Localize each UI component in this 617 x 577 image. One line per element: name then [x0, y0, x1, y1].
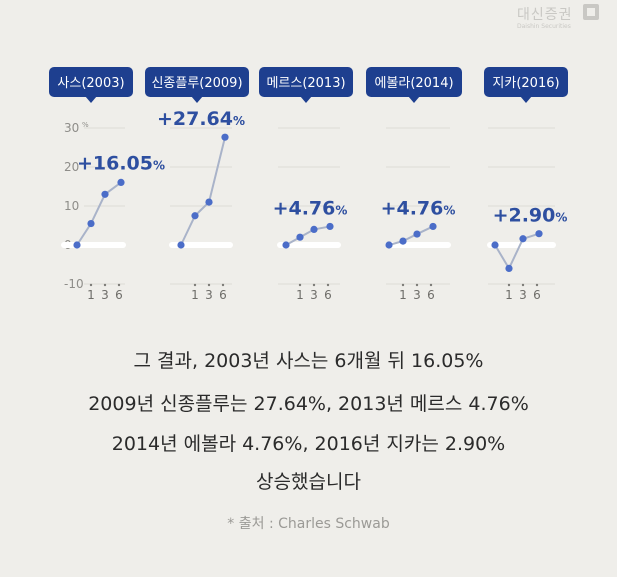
series-name-label: 에볼라(2014) — [374, 76, 453, 91]
data-point — [117, 178, 125, 187]
value-label: +4.76% — [273, 197, 348, 219]
x-tick-label: 1 — [296, 288, 304, 302]
x-tick-mark — [535, 283, 539, 287]
x-tick-mark — [298, 283, 302, 287]
x-tick-label: 6 — [219, 288, 227, 302]
series-badge — [484, 67, 568, 97]
badge-pointer — [85, 96, 97, 103]
series-name-label: 지카(2016) — [492, 76, 559, 91]
x-tick-label: 1 — [87, 288, 95, 302]
brand-logo: 대신증권 Daishin Securities — [517, 4, 609, 34]
x-tick-label: 1 — [505, 288, 513, 302]
y-unit-label: % — [82, 121, 89, 129]
y-tick-label: 20 — [64, 160, 79, 174]
brand-name: 대신증권 — [517, 7, 573, 23]
series-line — [180, 136, 226, 246]
x-tick-label: 6 — [115, 288, 123, 302]
series-line — [494, 232, 540, 271]
data-point — [87, 219, 95, 228]
zero-baseline — [277, 242, 341, 248]
data-point — [282, 241, 290, 249]
data-point — [519, 235, 527, 243]
badge-pointer — [520, 96, 532, 103]
x-tick-label: 6 — [427, 288, 435, 302]
x-tick-mark — [521, 283, 525, 287]
series-name-label: 메르스(2013) — [266, 76, 345, 91]
y-tick-label: -10 — [64, 277, 84, 291]
x-tick-label: 3 — [101, 288, 109, 302]
data-point — [296, 233, 304, 241]
summary-line-2: 2009년 신종플루는 27.64%, 2013년 메르스 4.76% — [88, 393, 529, 415]
data-point — [310, 225, 318, 233]
x-tick-label: 6 — [533, 288, 541, 302]
series-badge — [49, 67, 133, 97]
data-point — [191, 212, 199, 220]
data-point — [326, 222, 334, 231]
x-tick-mark — [117, 283, 121, 287]
data-point — [413, 230, 421, 238]
chart-area: 30%20100-10사스(2003)136+16.05%신종플루(2009)1… — [49, 67, 568, 302]
badge-pointer — [300, 96, 312, 103]
series-name-label: 사스(2003) — [57, 76, 124, 91]
data-point — [429, 222, 437, 231]
brand-subtitle: Daishin Securities — [517, 23, 571, 30]
x-tick-mark — [429, 283, 433, 287]
series-badge — [259, 67, 353, 97]
data-point — [221, 133, 229, 141]
x-tick-mark — [415, 283, 419, 287]
summary-line-4: 상승했습니다 — [256, 471, 361, 493]
data-point — [177, 241, 185, 249]
value-label: +16.05% — [77, 152, 165, 174]
zero-baseline — [487, 242, 556, 248]
data-point — [101, 190, 109, 198]
data-point — [385, 241, 393, 249]
x-tick-label: 1 — [399, 288, 407, 302]
x-tick-label: 3 — [310, 288, 318, 302]
data-point — [505, 264, 513, 272]
x-tick-label: 1 — [191, 288, 199, 302]
x-tick-mark — [89, 283, 93, 287]
x-tick-mark — [221, 283, 225, 287]
source-note: * 출처 : Charles Schwab — [227, 516, 390, 532]
y-tick-label: 10 — [64, 199, 79, 213]
value-label: +4.76% — [381, 197, 456, 219]
x-tick-label: 6 — [324, 288, 332, 302]
value-label: +27.64% — [157, 108, 245, 130]
series-name-label: 신종플루(2009) — [151, 76, 242, 91]
series-line — [76, 181, 122, 246]
x-tick-mark — [401, 283, 405, 287]
summary-line-3: 2014년 에볼라 4.76%, 2016년 지카는 2.90% — [111, 433, 506, 455]
x-tick-mark — [103, 283, 107, 287]
data-point — [535, 230, 543, 238]
x-tick-label: 3 — [205, 288, 213, 302]
series-badge — [145, 67, 249, 97]
data-point — [73, 241, 81, 249]
value-label: +2.90% — [493, 205, 568, 227]
x-tick-mark — [193, 283, 197, 287]
series-badge — [366, 67, 462, 97]
x-tick-label: 3 — [519, 288, 527, 302]
zero-baseline — [169, 242, 233, 248]
zero-baseline — [61, 242, 126, 248]
x-tick-mark — [326, 283, 330, 287]
series-line — [388, 225, 434, 246]
x-tick-mark — [507, 283, 511, 287]
series-line — [285, 225, 331, 246]
brand-mark-icon — [583, 4, 599, 20]
badge-pointer — [191, 96, 203, 103]
x-tick-mark — [312, 283, 316, 287]
summary-line-1: 그 결과, 2003년 사스는 6개월 뒤 16.05% — [133, 350, 484, 372]
data-point — [491, 241, 499, 249]
badge-pointer — [408, 96, 420, 103]
x-tick-mark — [207, 283, 211, 287]
x-tick-label: 3 — [413, 288, 421, 302]
data-point — [399, 237, 407, 245]
y-tick-label: 30 — [64, 121, 79, 135]
data-point — [205, 198, 213, 206]
